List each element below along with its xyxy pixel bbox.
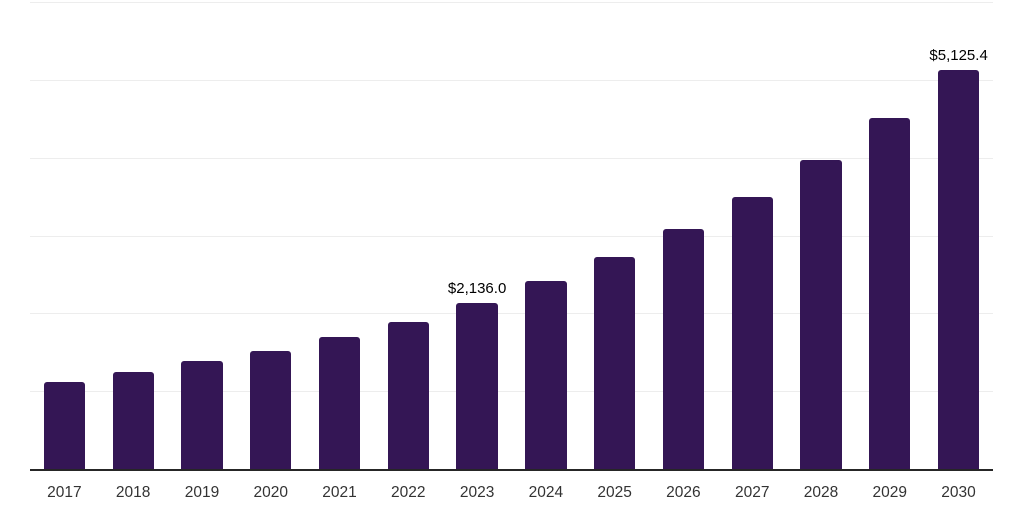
- bar-2022: [387, 321, 429, 469]
- bar-value-label-2023: $2,136.0: [447, 279, 507, 297]
- x-tick-2025: 2025: [597, 484, 632, 501]
- plot-area: $2,136.0 $5,125.4: [30, 2, 993, 471]
- gridline-5000: [30, 79, 993, 81]
- bar-slot-2024: [512, 2, 581, 469]
- gridline-2000: [30, 313, 993, 315]
- bar-slot-2023: $2,136.0: [443, 2, 512, 469]
- x-tick-2017: 2017: [47, 484, 82, 501]
- bar-value-label-2030: $5,125.4: [929, 47, 988, 65]
- bar-slot-2021: [305, 2, 374, 469]
- bar-2023: [456, 302, 498, 469]
- bar-slot-2019: [168, 2, 237, 469]
- x-tick-2022: 2022: [391, 484, 426, 501]
- bar-2024: [525, 280, 567, 469]
- x-tick-2018: 2018: [115, 484, 151, 501]
- bar-2018: [112, 372, 154, 469]
- gridline-3000: [30, 235, 993, 237]
- bar-2025: [594, 256, 636, 469]
- bar-slot-2017: [30, 2, 99, 469]
- x-tick-2027: 2027: [734, 484, 770, 501]
- bar-2021: [318, 337, 361, 469]
- bar-slot-2029: [855, 2, 924, 469]
- x-tick-2028: 2028: [803, 484, 839, 501]
- bar-2030: [937, 70, 980, 469]
- bar-slot-2026: [649, 2, 718, 469]
- bar-2027: [731, 197, 773, 469]
- x-tick-2024: 2024: [528, 484, 564, 501]
- bar-2028: [800, 159, 842, 469]
- x-tick-2030: 2030: [941, 484, 976, 501]
- bar-2020: [250, 350, 292, 469]
- bar-2017: [43, 381, 86, 469]
- x-tick-2019: 2019: [184, 484, 220, 501]
- x-tick-2026: 2026: [666, 484, 701, 501]
- bar-slot-2030: $5,125.4: [924, 2, 993, 469]
- x-tick-2020: 2020: [253, 484, 288, 501]
- bar-slot-2028: [787, 2, 856, 469]
- x-tick-2023: 2023: [459, 484, 495, 501]
- bar-2029: [869, 118, 911, 469]
- bar-slot-2025: [580, 2, 649, 469]
- gridline-1000: [30, 391, 993, 393]
- x-axis: 2017 2018 2019 2020 2021 2022 2023 2024 2025 2026…: [30, 482, 993, 504]
- gridline-4000: [30, 157, 993, 159]
- bar-2019: [181, 361, 223, 469]
- bar-2026: [662, 229, 705, 469]
- bar-slot-2020: [236, 2, 305, 469]
- bar-slot-2018: [99, 2, 168, 469]
- x-tick-2029: 2029: [872, 484, 907, 501]
- gridline-6000: [30, 2, 993, 3]
- x-tick-2021: 2021: [322, 484, 357, 501]
- bar-slot-2022: [374, 2, 443, 469]
- bar-slot-2027: [718, 2, 787, 469]
